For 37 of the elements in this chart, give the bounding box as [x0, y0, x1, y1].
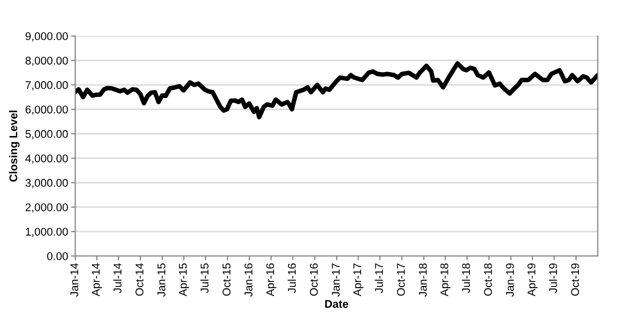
x-tick-label: Jul-18 [462, 263, 470, 294]
x-tick-label: Jan-14 [70, 263, 78, 297]
line-series [75, 61, 598, 120]
x-tick-label: Oct-14 [136, 263, 144, 296]
x-tick-label: Apr-17 [353, 264, 364, 296]
y-tick-label: 5,000.00 [26, 130, 68, 140]
x-tick-label: Apr-16 [266, 263, 276, 296]
x-tick-label: Jan-19 [506, 263, 514, 297]
x-axis-title: Date [325, 300, 348, 308]
y-tick-label: 8,000.00 [26, 56, 68, 66]
x-tick-label: Jul-14 [113, 263, 122, 294]
y-axis-title: Closing Level [9, 110, 20, 182]
x-tick-label: Apr-15 [179, 263, 189, 296]
y-tick-label: 9,000.00 [26, 32, 68, 42]
x-tick-label: Apr-19 [527, 263, 538, 296]
x-tick-label: Jul-19 [548, 263, 558, 294]
x-tick-label: Oct-18 [484, 263, 492, 296]
y-tick-label: 3,000.00 [25, 178, 68, 188]
x-tick-label: Jan-17 [332, 264, 340, 297]
y-tick-label: 0.00 [47, 252, 68, 260]
x-tick-label: Oct-19 [571, 263, 580, 296]
x-tick-label: Oct-17 [396, 264, 405, 296]
y-tick-label: 4,000.00 [25, 154, 68, 164]
x-tick-label: Jan-15 [158, 263, 166, 297]
x-tick-label: Apr-18 [440, 263, 450, 296]
x-tick-label: Jul-16 [288, 263, 296, 294]
x-tick-label: Jan-16 [244, 263, 252, 297]
y-tick-label: 1,000.00 [26, 228, 68, 238]
x-tick-label: Oct-15 [222, 263, 230, 296]
x-tick-label: Jan-18 [418, 263, 427, 297]
y-tick-label: 6,000.00 [26, 106, 68, 115]
x-tick-label: Jul-17 [374, 264, 383, 294]
x-tick-label: Apr-14 [92, 263, 102, 296]
y-tick-label: 7,000.00 [26, 81, 68, 90]
x-tick-label: Oct-16 [310, 263, 318, 296]
y-tick-label: 2,000.00 [26, 203, 68, 213]
x-tick-label: Jul-15 [200, 263, 209, 294]
